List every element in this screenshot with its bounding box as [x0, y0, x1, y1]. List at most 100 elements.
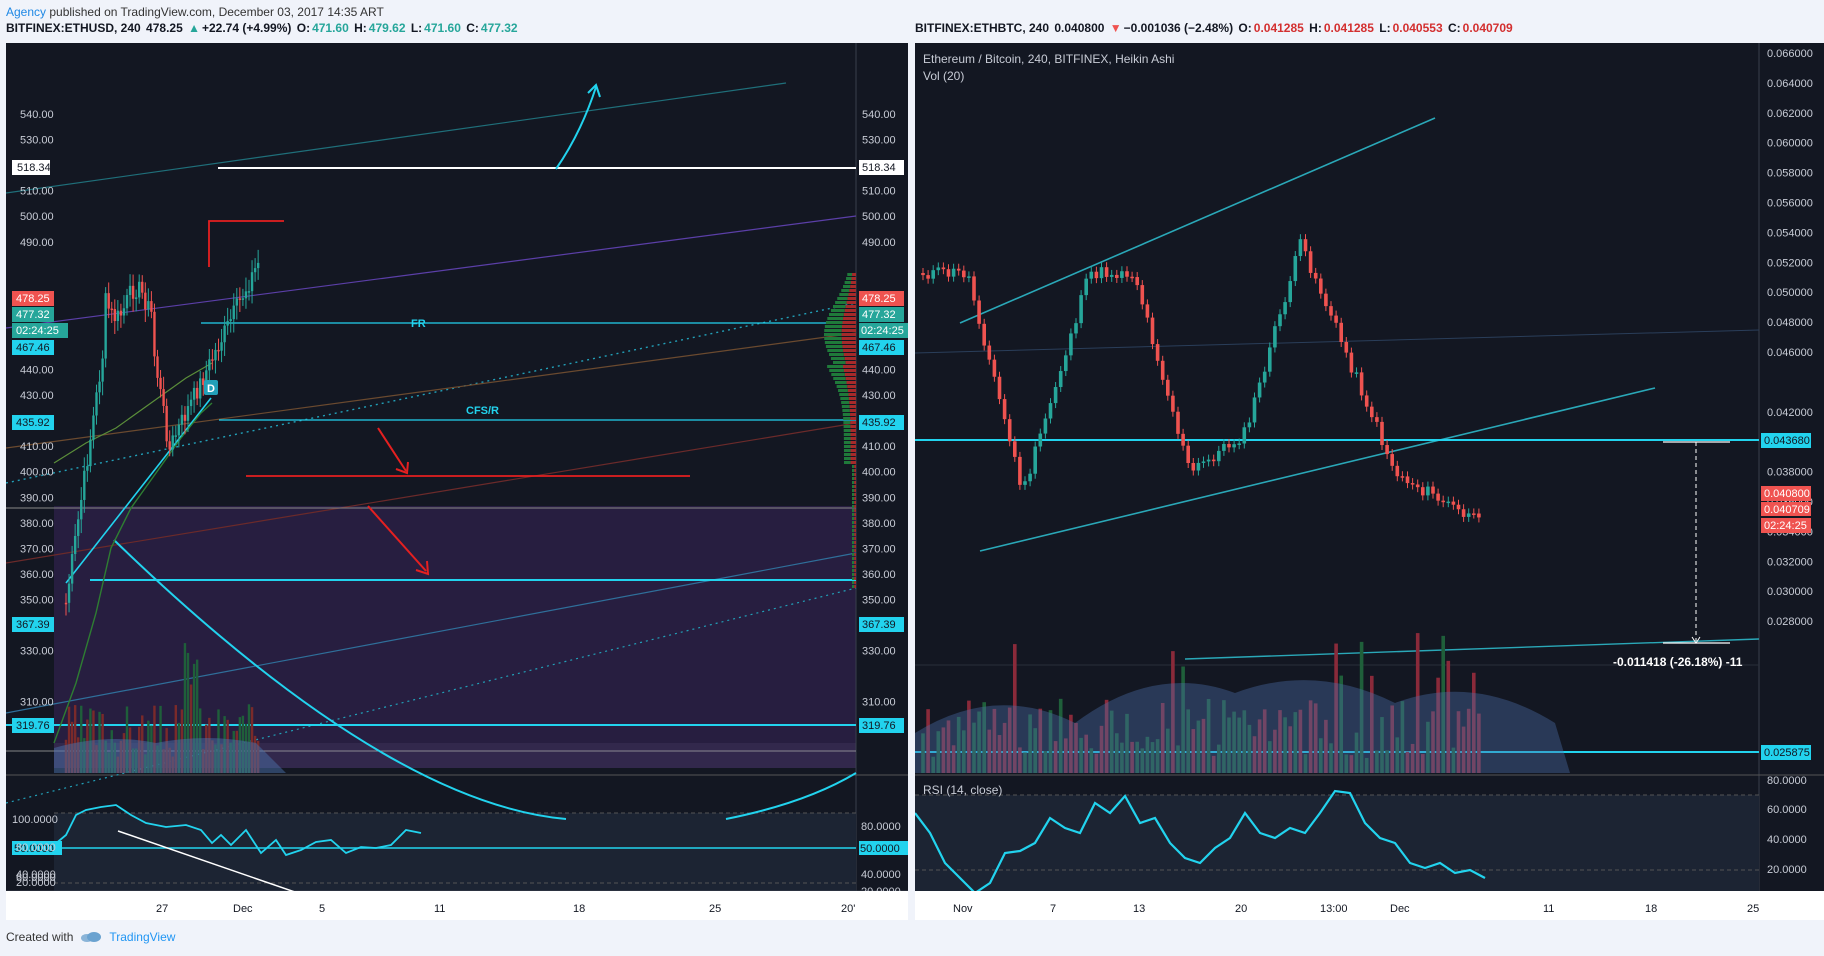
price-tick: 350.00	[20, 594, 54, 606]
rsi-tick: 60.0000	[1767, 804, 1807, 816]
tag-435-right: 435.92	[862, 417, 896, 429]
ethbtc-rsi-axis: 80.0000 60.0000 40.0000 20.0000	[1767, 775, 1807, 876]
price-tick: 0.048000	[1767, 317, 1813, 329]
rsi-tick: 60.0000	[16, 872, 56, 884]
price-tick: 490.00	[862, 237, 896, 249]
fr-label: FR	[411, 318, 426, 330]
right-symbol[interactable]: BITFINEX:ETHBTC, 240	[915, 21, 1050, 35]
rsi-50-right: 50.0000	[860, 843, 900, 855]
tag-25875: 0.025875	[1764, 747, 1810, 759]
price-tick: 360.00	[20, 569, 54, 581]
ethusd-chart-panel[interactable]: FR CFS/R D 540.00 540.00 530.00 530.00 510.0…	[6, 43, 908, 920]
left-last-price: 478.25	[146, 21, 183, 35]
tag-518-left: 518.34	[17, 162, 51, 174]
date-tick: 18	[1645, 903, 1657, 915]
price-tick: 0.046000	[1767, 347, 1813, 359]
rsi-tick: 40.0000	[1767, 834, 1807, 846]
price-tick: 0.066000	[1767, 48, 1813, 60]
price-tick: 410.00	[862, 441, 896, 453]
tag-367-right: 367.39	[862, 619, 896, 631]
price-tick: 510.00	[862, 186, 896, 198]
ethbtc-chart-panel[interactable]: Ethereum / Bitcoin, 240, BITFINEX, Heiki…	[915, 43, 1824, 920]
ethusd-candles	[64, 249, 260, 616]
tag-477-right: 477.32	[862, 309, 896, 321]
price-tick: 0.056000	[1767, 198, 1813, 210]
ethbtc-date-axis[interactable]: Nov 7 13 20 13:00 Dec 11 18 25	[915, 891, 1824, 920]
rsi-50-left: 50.0000	[14, 843, 54, 855]
tag-478-right: 478.25	[862, 293, 896, 305]
price-tick: 0.032000	[1767, 556, 1813, 568]
price-tick: 440.00	[862, 365, 896, 377]
tag-319-left: 319.76	[16, 720, 50, 732]
date-tick: 11	[434, 903, 445, 915]
price-tick: 330.00	[862, 646, 896, 658]
event-marker-label: D	[207, 383, 215, 395]
date-tick: 13	[1133, 903, 1145, 915]
date-tick: Nov	[953, 903, 973, 915]
price-tick: 370.00	[862, 543, 896, 555]
high-label: H:	[1309, 21, 1322, 35]
rsi-tick: 20.0000	[1767, 864, 1807, 876]
date-tick: 25	[709, 903, 721, 915]
ethbtc-price-axis[interactable]: 0.066000 0.064000 0.062000 0.060000 0.058000…	[1767, 48, 1813, 628]
low-label: L:	[1379, 21, 1391, 35]
ethusd-chart[interactable]: FR CFS/R D 540.00 540.00 530.00 530.00 510.0…	[6, 43, 908, 920]
rsi-tick: 40.0000	[16, 869, 56, 881]
tag-478-left: 478.25	[16, 293, 50, 305]
right-change: −0.001036 (−2.48%)	[1123, 21, 1234, 35]
ethbtc-chart[interactable]: Ethereum / Bitcoin, 240, BITFINEX, Heiki…	[915, 43, 1824, 920]
right-close: 0.040709	[1462, 21, 1513, 35]
rsi-tick: 80.0000	[861, 821, 901, 833]
right-high: 0.041285	[1323, 21, 1374, 35]
price-tick: 360.00	[862, 569, 896, 581]
date-tick: Dec	[233, 903, 253, 915]
author-link[interactable]: Agency	[6, 5, 47, 19]
left-change: +22.74 (+4.99%)	[201, 21, 292, 35]
legend-volume[interactable]: Vol (20)	[923, 69, 964, 83]
countdown-right-chart: 02:24:25	[1764, 520, 1807, 532]
ethbtc-volume	[921, 633, 1481, 773]
price-tick: 410.00	[20, 441, 54, 453]
price-tick: 530.00	[862, 135, 896, 147]
left-high: 479.62	[368, 21, 406, 35]
rsi-tick: 100.0000	[12, 814, 58, 826]
price-tick: 0.058000	[1767, 168, 1813, 180]
published-text: published on TradingView.com, December 0…	[46, 5, 384, 19]
rsi-tick: 20.0000	[16, 877, 56, 889]
price-tick: 0.050000	[1767, 287, 1813, 299]
date-tick: 20'	[841, 903, 855, 915]
tag-467-left: 467.46	[16, 342, 50, 354]
tag-40800: 0.040800	[1764, 488, 1810, 500]
open-label: O:	[296, 21, 311, 35]
date-tick: 11	[1543, 903, 1554, 915]
volume-profile	[824, 273, 856, 588]
price-tick: 0.064000	[1767, 78, 1813, 90]
ethbtc-candles	[921, 234, 1481, 523]
close-label: C:	[466, 21, 479, 35]
created-with-text: Created with	[6, 930, 74, 944]
date-tick: 13:00	[1320, 903, 1348, 915]
price-tick: 490.00	[20, 237, 54, 249]
tradingview-link[interactable]: TradingView	[109, 930, 176, 944]
legend-title[interactable]: Ethereum / Bitcoin, 240, BITFINEX, Heiki…	[923, 52, 1174, 66]
price-tick: 510.00	[20, 186, 54, 198]
price-tick: 0.042000	[1767, 407, 1813, 419]
countdown-left: 02:24:25	[16, 325, 59, 337]
left-symbol[interactable]: BITFINEX:ETHUSD, 240	[6, 21, 141, 35]
price-tick: 500.00	[20, 211, 54, 223]
price-tick: 380.00	[862, 518, 896, 530]
price-tick: 400.00	[20, 467, 54, 479]
price-tick: 330.00	[20, 646, 54, 658]
tag-467-right: 467.46	[862, 342, 896, 354]
price-tick: 0.030000	[1767, 586, 1813, 598]
event-marker[interactable]	[204, 380, 218, 395]
ethusd-date-axis[interactable]: 27 Dec 5 11 18 25 20'	[6, 891, 908, 920]
left-symbol-info: BITFINEX:ETHUSD, 240 478.25 ▲ +22.74 (+4.…	[6, 21, 520, 37]
price-tick: 0.028000	[1767, 616, 1813, 628]
price-tick: 310.00	[862, 697, 896, 709]
price-tick: 0.052000	[1767, 257, 1813, 269]
date-tick: 18	[573, 903, 585, 915]
right-open: 0.041285	[1253, 21, 1304, 35]
price-tick: 440.00	[20, 365, 54, 377]
rsi-legend[interactable]: RSI (14, close)	[923, 783, 1002, 797]
